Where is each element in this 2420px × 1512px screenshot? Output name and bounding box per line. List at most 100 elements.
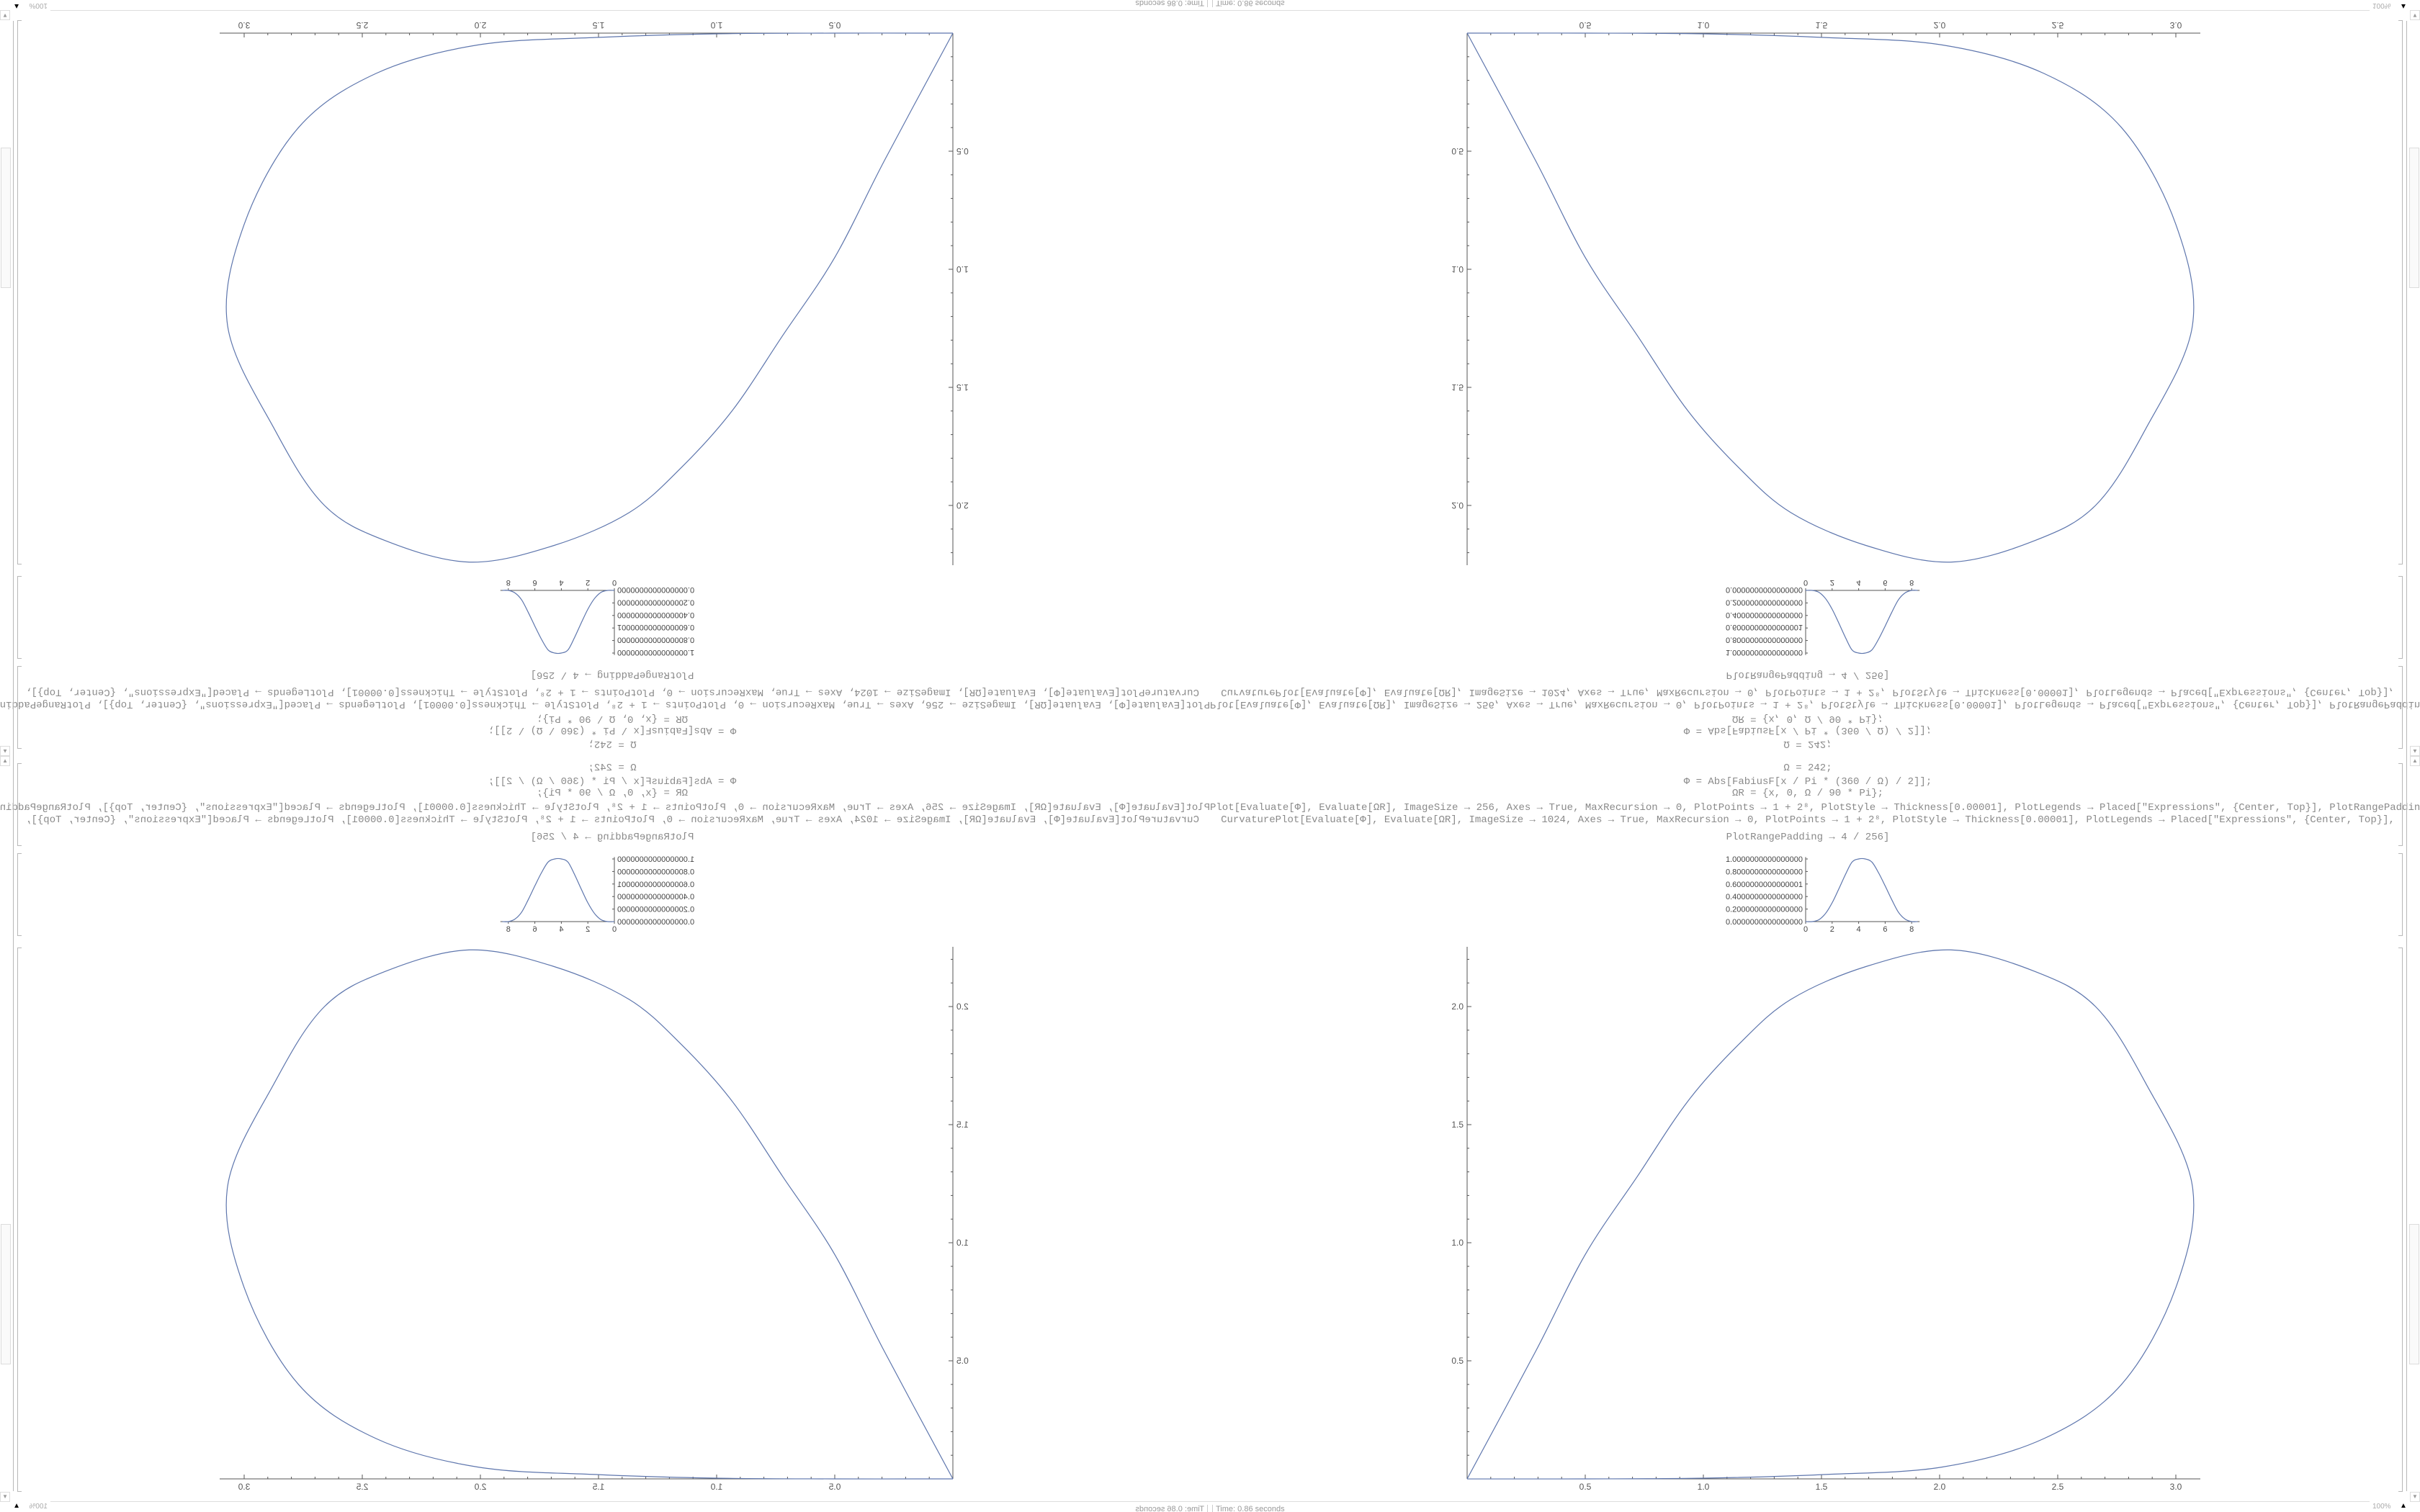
cell-group-bracket[interactable] [13,21,17,756]
notebook-quadrant: Ω = 242; Φ = Abs[FabiusF[x / Pi * (360 /… [1210,756,2420,1512]
scroll-up-button[interactable]: ▲ [0,756,10,766]
x-tick-label: 2 [1830,578,1834,587]
y-tick-label: 0.2000000000000000 [617,598,694,606]
x-tick-label: 0 [612,925,617,934]
code-curvatureplot[interactable]: CurvaturePlot[Evaluate[Φ], Evaluate[ΩR],… [1221,814,2395,826]
y-tick-label: 0.0000000000000000 [617,585,694,594]
cell-bracket-curvature[interactable] [17,20,22,564]
y-tick-label: 0.4000000000000000 [617,611,694,619]
code-phi[interactable]: Φ = Abs[FabiusF[x / Pi * (360 / Ω) / 2]]… [1683,776,1932,788]
x-tick-label: 2.5 [2052,20,2064,30]
x-tick-label: 1.5 [1816,20,1828,30]
cell-bracket-curvature[interactable] [2398,948,2403,1492]
code-range[interactable]: ΩR = {x, 0, Ω / 90 * Pi}; [1731,788,1884,799]
scrollbar-thumb[interactable] [2409,1224,2419,1364]
status-divider [50,10,1210,11]
x-tick-label: 3.0 [2170,20,2182,30]
curvature-curve [225,32,954,563]
x-tick-label: 2.5 [356,1482,368,1492]
scroll-up-button[interactable]: ▲ [0,746,10,756]
notebook-quadrant-mirror: Ω = 242; Φ = Abs[FabiusF[x / Pi * (360 /… [0,756,1210,1512]
curvature-plot: 0.5 1.0 1.5 2.0 2.5 3.0 0.5 1.0 1.5 2.0 [220,20,969,565]
scrollbar-thumb[interactable] [1,1224,11,1364]
code-padding[interactable]: PlotRangePadding → 4 / 256] [1726,832,1890,843]
code-plot[interactable]: Plot[Evaluate[Φ], Evaluate[ΩR], ImageSiz… [1210,802,2420,814]
y-tick-label: 2.0 [1451,1002,1464,1012]
cell-bracket-curvature[interactable] [17,948,22,1492]
timing-status: Time: 0.86 seconds [1212,1505,1285,1512]
scroll-down-button[interactable]: ▼ [2410,10,2420,20]
scroll-down-button[interactable]: ▼ [0,1492,10,1502]
cell-group-bracket[interactable] [13,756,17,1491]
status-divider [50,1501,1210,1502]
x-tick-label: 2.0 [474,20,486,30]
y-tick-label: 1.0000000000000000 [1726,855,1803,864]
x-tick-label: 4 [1857,925,1861,934]
cell-bracket-input[interactable] [2398,763,2403,846]
y-tick-label: 0.5 [956,1356,969,1366]
notebook-quadrant-mirror: Ω = 242; Φ = Abs[FabiusF[x / Pi * (360 /… [0,0,1210,756]
cell-group-bracket[interactable] [2403,756,2407,1491]
x-tick-label: 8 [506,925,511,934]
fabius-plot: 0 2 4 6 8 0.0000000000000000 0.200000000000000… [1726,578,1920,657]
scrollbar-thumb[interactable] [1,148,11,288]
y-tick-label: 0.6000000000000001 [1726,881,1803,889]
scroll-down-button[interactable]: ▼ [2410,1492,2420,1502]
plots-canvas: 0 2 4 6 8 0.0000000000000000 0.200000000000000… [1451,855,2200,1492]
cell-group-bracket[interactable] [2403,21,2407,756]
curvature-plot: 0.5 1.0 1.5 2.0 2.5 3.0 0.5 1.0 1.5 2.0 [1451,20,2200,565]
x-tick-label: 3.0 [238,20,250,30]
zoom-menu-icon[interactable]: ▲ [13,1502,20,1510]
curvature-plot: 0.5 1.0 1.5 2.0 2.5 3.0 0.5 1.0 1.5 2.0 [1451,947,2200,1492]
scroll-up-button[interactable]: ▲ [2410,746,2420,756]
cell-bracket-input[interactable] [17,666,22,749]
y-tick-label: 1.5 [1451,382,1464,392]
zoom-menu-icon[interactable]: ▲ [2400,2,2407,10]
zoom-level[interactable]: 100% [29,1,48,9]
x-tick-label: 0.5 [828,1482,841,1492]
scroll-down-button[interactable]: ▼ [0,10,10,20]
x-tick-label: 1.5 [1816,1482,1828,1492]
y-tick-label: 0.8000000000000000 [1726,868,1803,876]
zoom-menu-icon[interactable]: ▲ [13,2,20,10]
x-tick-label: 8 [1909,578,1914,587]
cell-bracket-curvature[interactable] [2398,20,2403,564]
y-tick-label: 1.0 [956,264,969,274]
x-tick-label: 2 [586,925,590,934]
x-tick-label: 1.5 [592,20,604,30]
y-tick-label: 2.0 [1451,500,1464,510]
cell-bracket-plot[interactable] [17,576,22,659]
scrollbar-thumb[interactable] [2409,148,2419,288]
cell-bracket-plot[interactable] [17,853,22,936]
y-tick-label: 1.0000000000000000 [617,855,694,864]
y-tick-label: 0.0000000000000000 [1726,918,1803,927]
zoom-level[interactable]: 100% [2372,1,2391,9]
y-tick-label: 1.0000000000000000 [1726,648,1803,657]
y-tick-label: 1.5 [956,1120,969,1130]
cell-bracket-plot[interactable] [2398,853,2403,936]
plots-canvas: 0 2 4 6 8 0.0000000000000000 0.200000000000000… [220,855,969,1492]
x-tick-label: 1.0 [710,20,722,30]
scroll-up-button[interactable]: ▲ [2410,756,2420,766]
cell-bracket-input[interactable] [17,763,22,846]
zoom-menu-icon[interactable]: ▲ [2400,1502,2407,1510]
cell-bracket-input[interactable] [2398,666,2403,749]
x-tick-label: 4 [559,578,563,587]
timing-status: Time: 0.86 seconds [1212,0,1285,7]
curvature-curve [1466,949,2195,1480]
zoom-level[interactable]: 100% [29,1503,48,1511]
y-tick-label: 2.0 [956,500,969,510]
x-tick-label: 3.0 [238,1482,250,1492]
y-tick-label: 0.0000000000000000 [1726,585,1803,594]
zoom-level[interactable]: 100% [2372,1503,2391,1511]
fabius-curve [1805,858,1918,922]
timing-status: Time: 0.86 seconds [1135,0,1208,7]
code-omega[interactable]: Ω = 242; [1783,762,1832,774]
y-tick-label: 0.2000000000000000 [1726,598,1803,606]
status-divider [1210,10,2370,11]
cell-bracket-plot[interactable] [2398,576,2403,659]
y-tick-label: 1.5 [956,382,969,392]
notebook-quadrant-mirror: Ω = 242; Φ = Abs[FabiusF[x / Pi * (360 /… [1210,0,2420,756]
x-tick-label: 6 [533,578,537,587]
y-tick-label: 0.2000000000000000 [617,906,694,914]
